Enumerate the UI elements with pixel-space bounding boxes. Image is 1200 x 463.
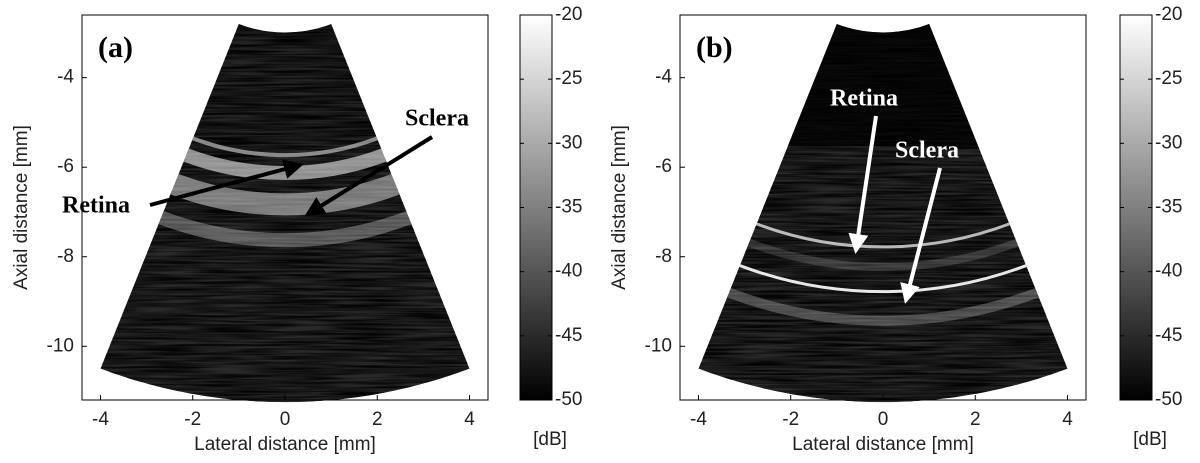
x-tick-label: 4	[1062, 409, 1073, 430]
y-axis-label: Axial distance [mm]	[609, 125, 630, 290]
annotation-arrow	[304, 135, 434, 217]
colorbar-tick-label: -25	[555, 68, 582, 89]
echo-band	[747, 238, 1019, 272]
y-tick-label: -8	[655, 246, 672, 267]
annotation-arrow	[900, 167, 942, 304]
x-tick-label: -2	[782, 409, 799, 430]
y-tick-label: -6	[57, 156, 74, 177]
colorbar-tick-label: -30	[555, 132, 582, 153]
colorbar-tick-label: -45	[1155, 325, 1182, 346]
colorbar-tick-label: -45	[555, 325, 582, 346]
annotation-arrow	[149, 159, 304, 207]
echo-band	[756, 222, 1010, 249]
y-tick-label: -4	[57, 67, 74, 88]
x-tick-label: 0	[280, 409, 291, 430]
x-tick-label: -4	[92, 409, 109, 430]
x-axis-label: Lateral distance [mm]	[792, 434, 974, 455]
colorbar-tick-label: -25	[1155, 68, 1182, 89]
annotation: Sclera	[895, 138, 959, 164]
colorbar-tick-label: -35	[555, 197, 582, 218]
colorbar-tick-label: -50	[1155, 389, 1182, 410]
colorbar	[519, 14, 553, 401]
colorbar-tick-label: -35	[1155, 197, 1182, 218]
y-tick-label: -6	[655, 156, 672, 177]
colorbar-label: [dB]	[533, 429, 567, 450]
y-tick-label: -4	[655, 67, 672, 88]
annotation-arrow	[848, 115, 878, 254]
y-tick-label: -10	[645, 335, 672, 356]
colorbar-tick-label: -50	[555, 389, 582, 410]
echo-band	[158, 211, 412, 248]
x-tick-label: 2	[372, 409, 383, 430]
x-tick-label: 0	[878, 409, 889, 430]
y-tick-label: -8	[57, 246, 74, 267]
y-tick-label: -10	[47, 335, 74, 356]
x-tick-label: -4	[690, 409, 707, 430]
annotation: Retina	[830, 86, 898, 112]
x-tick-label: 2	[970, 409, 981, 430]
annotation: Sclera	[405, 106, 469, 132]
colorbar-tick-label: -40	[1155, 261, 1182, 282]
echo-band	[192, 136, 378, 158]
colorbar	[1119, 14, 1153, 401]
annotation: Retina	[62, 193, 130, 219]
x-axis-label: Lateral distance [mm]	[194, 434, 376, 455]
echo-band	[739, 264, 1027, 294]
colorbar-label: [dB]	[1133, 429, 1167, 450]
x-tick-label: 4	[464, 409, 475, 430]
panel-label: (b)	[696, 31, 733, 64]
y-axis-label: Axial distance [mm]	[11, 125, 32, 290]
colorbar-tick-label: -30	[1155, 132, 1182, 153]
panel-label: (a)	[98, 31, 133, 64]
echo-band	[727, 288, 1039, 326]
colorbar-tick-label: -40	[555, 261, 582, 282]
colorbar-tick-label: -20	[1155, 4, 1182, 25]
colorbar-tick-label: -20	[555, 4, 582, 25]
x-tick-label: -2	[184, 409, 201, 430]
